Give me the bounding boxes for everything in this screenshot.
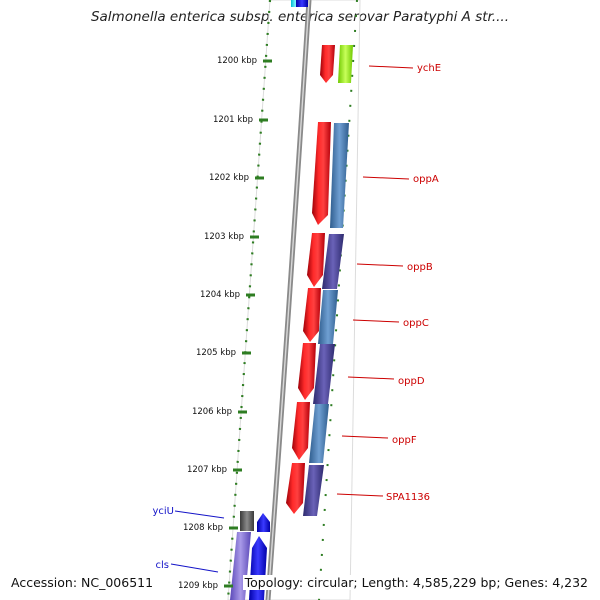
- inner-dotted-guide: [318, 0, 358, 600]
- gene-red-oppF: [292, 402, 310, 460]
- gene-label-leader: [356, 263, 404, 267]
- gene-steel-oppB: [322, 234, 344, 289]
- gene-red-oppA: [312, 122, 331, 225]
- gene-label-leader: [341, 435, 389, 439]
- accession-text: Accession: NC_006511: [9, 575, 156, 590]
- gene-blue-yciU: [257, 513, 270, 532]
- gene-label-leader: [347, 376, 395, 380]
- gene-label-oppC[interactable]: oppC: [403, 318, 429, 329]
- gene-gray-yciU: [240, 511, 254, 531]
- tick-label: 1205 kbp: [196, 348, 236, 358]
- tick-label: 1200 kbp: [217, 56, 257, 66]
- tick-label: 1203 kbp: [204, 232, 244, 242]
- gene-label-leader: [170, 563, 219, 573]
- backbone-highlight: [267, 0, 310, 600]
- gene-red-oppB: [307, 233, 325, 287]
- gene-green-ychE: [338, 45, 353, 83]
- tick-label: 1207 kbp: [187, 465, 227, 475]
- tick-label: 1202 kbp: [209, 173, 249, 183]
- gene-red-ychE-left: [320, 45, 335, 83]
- summary-text: Topology: circular; Length: 4,585,229 bp…: [242, 575, 590, 590]
- tick-label: 1206 kbp: [192, 407, 232, 417]
- outer-band-edge: [227, 0, 361, 600]
- gene-red-oppC: [303, 288, 321, 342]
- gene-label-oppD[interactable]: oppD: [398, 376, 425, 387]
- gene-steel-oppD: [313, 344, 335, 404]
- gene-cyan-top: [291, 0, 300, 7]
- gene-label-leader: [174, 510, 225, 519]
- gene-label-oppF[interactable]: oppF: [392, 435, 417, 446]
- gene-label-leader: [352, 319, 400, 323]
- gene-steel-oppC: [318, 290, 338, 344]
- gene-steel-oppF: [309, 404, 329, 463]
- gene-label-SPA1136[interactable]: SPA1136: [386, 492, 430, 503]
- tick-label: 1201 kbp: [213, 115, 253, 125]
- tick-label: 1208 kbp: [183, 523, 223, 533]
- gene-label-oppA[interactable]: oppA: [413, 174, 439, 185]
- map-title: Salmonella enterica subsp. enterica sero…: [90, 9, 510, 25]
- gene-label-oppB[interactable]: oppB: [407, 262, 433, 273]
- gene-label-yciU[interactable]: yciU: [152, 506, 174, 517]
- gene-label-leader: [362, 176, 410, 180]
- gene-label-group: ychE oppA oppB oppC oppD oppF SPA1136 yciU cls: [152, 63, 441, 573]
- gene-red-SPA1136: [286, 463, 305, 514]
- gene-red-oppD: [298, 343, 316, 400]
- gene-purple-SPA1136: [303, 465, 324, 516]
- tick-label: 1209 kbp: [178, 581, 218, 591]
- gene-steel-oppA: [330, 123, 349, 228]
- gene-blue-cls: [249, 536, 267, 600]
- tick-group: 1200 kbp 1201 kbp 1202 kbp 1203 kbp 1204 kbp…: [178, 56, 272, 591]
- gene-label-leader: [368, 65, 414, 69]
- gene-blue-top: [296, 0, 308, 7]
- gene-label-leader: [336, 493, 384, 497]
- tick-label: 1204 kbp: [200, 290, 240, 300]
- outer-dotted-guide: [226, 0, 272, 600]
- gene-label-ychE[interactable]: ychE: [417, 63, 441, 74]
- gene-label-cls[interactable]: cls: [156, 560, 170, 571]
